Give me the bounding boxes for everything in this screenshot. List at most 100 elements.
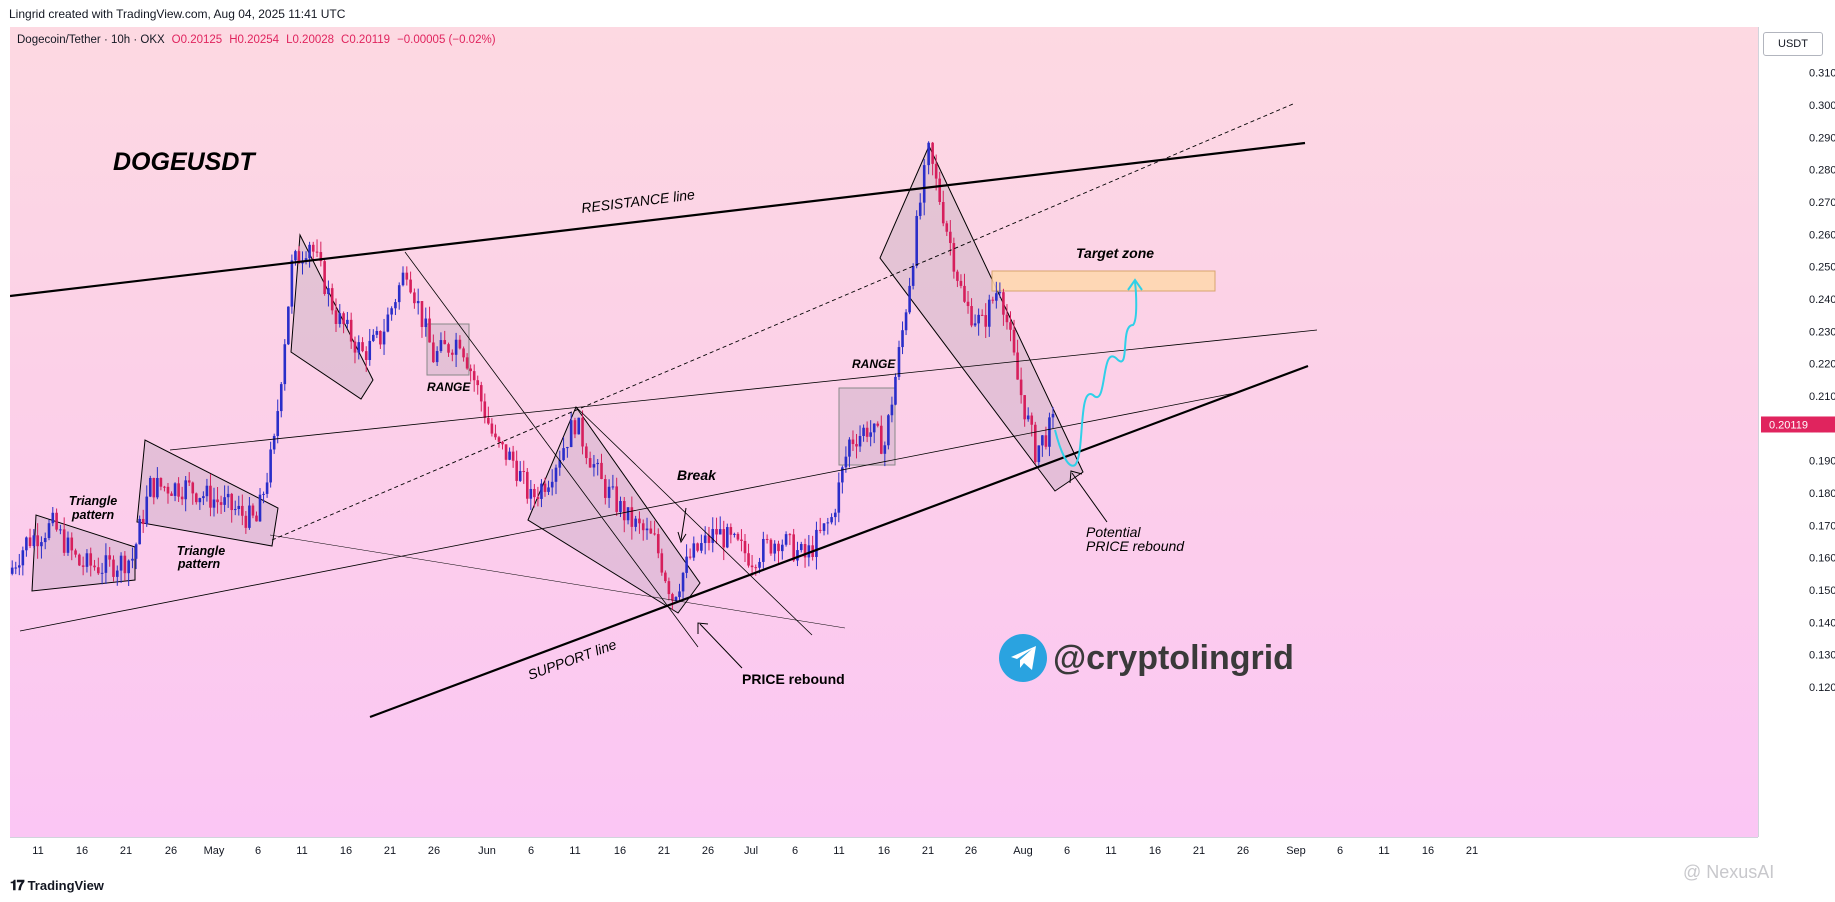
candle-body [536,497,540,499]
candle-body [984,315,988,327]
wedge-3 [879,144,1084,492]
price-axis[interactable]: 0.31000 0.30000 0.29000 0.28000 0.27000 0.260… [1758,27,1835,837]
candle-body [494,433,497,438]
candle-body [497,437,501,442]
candle-body [848,439,851,457]
candle-body [1037,445,1041,463]
support-label: SUPPORT line [526,636,619,683]
candle-body [638,518,641,524]
y-tick-label: 0.17000 [1809,520,1835,532]
candle-body [743,540,747,554]
last-price-badge [1761,416,1835,433]
candle-body [428,318,431,343]
chart-title: DOGEUSDT [113,148,257,176]
candle-body [641,523,645,531]
candle-body [678,591,681,598]
candle-body [577,417,581,435]
candle-body [543,483,547,492]
potential-label-b: PRICE rebound [1086,538,1185,554]
tradingview-brand: TradingView [27,878,104,893]
candle-body [465,357,469,369]
candle-body [826,522,830,524]
candle-body [255,515,258,522]
candle-body [148,477,152,497]
candle-body [74,550,77,555]
candle-body [822,523,826,531]
candle-body [104,555,108,573]
target-zone-label: Target zone [1076,245,1154,261]
x-tick-label: 11 [833,845,844,857]
time-axis[interactable]: 11 16 21 26 May 6 11 16 21 26 Jun 6 11 16 21 26 Jul 6 11 16… [10,838,1758,862]
candle-body [43,537,47,543]
y-tick-label: 0.24000 [1809,294,1835,306]
candle-body [187,480,191,483]
candle-body [1041,435,1044,446]
price-rebound-label: PRICE rebound [742,671,845,687]
candle-body [394,302,397,309]
candle-body [490,423,494,434]
candle-body [784,534,788,545]
candle-body [216,499,219,503]
x-tick-label: 11 [1378,845,1389,857]
candle-body [386,314,390,332]
candle-body [931,142,934,164]
candle-body [294,251,297,261]
candle-body [1030,415,1034,425]
candle-body [998,292,1002,294]
candle-body [634,518,637,527]
candle-body [671,594,674,601]
chart-canvas[interactable]: DOGEUSDT RESISTANCE line SUPPORT line Trian… [10,27,1758,837]
candle-body [226,493,230,498]
candle-body [100,572,104,574]
candle-body [311,244,315,252]
candle-body [66,537,70,553]
candle-body [952,243,956,272]
candle-body [522,470,526,472]
candle-body [401,272,405,286]
projected-arrowhead [1127,278,1143,291]
candle-body [656,534,660,554]
candle-body [330,288,334,311]
chart-area[interactable]: DOGEUSDT RESISTANCE line SUPPORT line Trian… [10,27,1758,837]
candle-body [987,299,991,327]
y-tick-label: 0.25000 [1809,262,1835,274]
candle-body [315,251,319,253]
ohlc-open: O0.20125 [171,34,223,46]
candle-body [938,178,941,203]
x-tick-label: Sep [1286,845,1306,857]
x-tick-label: 16 [878,845,890,857]
candle-body [251,505,255,516]
currency-selector[interactable]: USDT [1763,32,1823,56]
candle-body [1033,424,1037,463]
y-tick-label: 0.28000 [1809,165,1835,177]
candle-body [844,456,848,468]
candle-body [59,529,62,531]
candle-body [511,451,515,461]
tradingview-logo[interactable]: 𝟏𝟕 TradingView [10,877,104,894]
candle-body [773,543,777,554]
candle-body [89,553,93,566]
x-tick-label: 6 [255,845,261,857]
x-tick-label: 21 [384,845,396,857]
candle-body [97,567,100,574]
y-tick-label: 0.19000 [1809,456,1835,468]
candle-body [447,344,450,353]
candle-body [40,542,43,547]
candle-body [1026,415,1030,420]
tradingview-logo-icon: 𝟏𝟕 [10,877,25,893]
candle-body [995,293,998,301]
candle-body [540,483,543,499]
x-tick-label: 26 [428,845,440,857]
candle-body [890,404,894,416]
candle-body [550,481,554,488]
candle-body [223,497,226,505]
candle-body [173,483,177,496]
break-label: Break [677,467,717,483]
candle-body [660,553,664,573]
rebound-arrow [699,623,743,669]
y-tick-label: 0.27000 [1809,197,1835,209]
candle-body [443,340,447,345]
candle-body [692,543,696,558]
candle-body [915,215,918,266]
candle-body [177,483,180,497]
